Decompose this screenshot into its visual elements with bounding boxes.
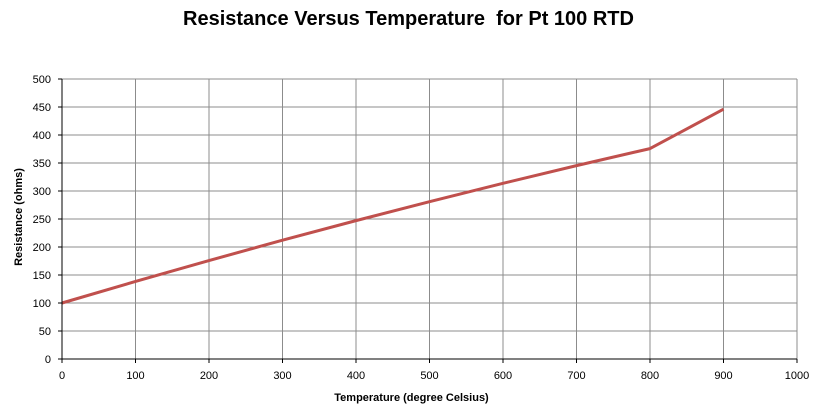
y-axis-label: Resistance (ohms) bbox=[13, 168, 25, 266]
y-tick-label: 350 bbox=[33, 158, 51, 170]
series-layer bbox=[61, 107, 725, 305]
x-tick-label: 200 bbox=[200, 370, 218, 382]
x-tick-label: 800 bbox=[641, 370, 659, 382]
x-axis-label: Temperature (degree Celsius) bbox=[334, 392, 489, 404]
y-axis-ticks: 0 50 100 150 200 250 300 350 400 450 500 bbox=[33, 74, 62, 366]
y-tick-label: 200 bbox=[33, 242, 51, 254]
chart-title: Resistance Versus Temperature for Pt 100… bbox=[183, 8, 634, 30]
x-tick-label: 1000 bbox=[785, 370, 809, 382]
x-tick-label: 900 bbox=[714, 370, 732, 382]
series-line bbox=[61, 107, 725, 305]
y-tick-label: 0 bbox=[45, 354, 51, 366]
x-tick-label: 700 bbox=[567, 370, 585, 382]
x-tick-label: 400 bbox=[347, 370, 365, 382]
y-tick-label: 500 bbox=[33, 74, 51, 86]
x-tick-label: 500 bbox=[420, 370, 438, 382]
grid-lines bbox=[61, 78, 798, 360]
x-tick-label: 300 bbox=[273, 370, 291, 382]
x-axis-ticks: 0 100 200 300 400 500 600 700 800 900 1000 bbox=[59, 359, 809, 382]
y-tick-label: 150 bbox=[33, 270, 51, 282]
y-tick-label: 50 bbox=[39, 326, 51, 338]
y-tick-label: 450 bbox=[33, 102, 51, 114]
x-tick-label: 0 bbox=[59, 370, 65, 382]
y-tick-label: 300 bbox=[33, 186, 51, 198]
x-tick-label: 100 bbox=[126, 370, 144, 382]
y-tick-label: 400 bbox=[33, 130, 51, 142]
y-tick-label: 250 bbox=[33, 214, 51, 226]
x-tick-label: 600 bbox=[494, 370, 512, 382]
y-tick-label: 100 bbox=[33, 298, 51, 310]
